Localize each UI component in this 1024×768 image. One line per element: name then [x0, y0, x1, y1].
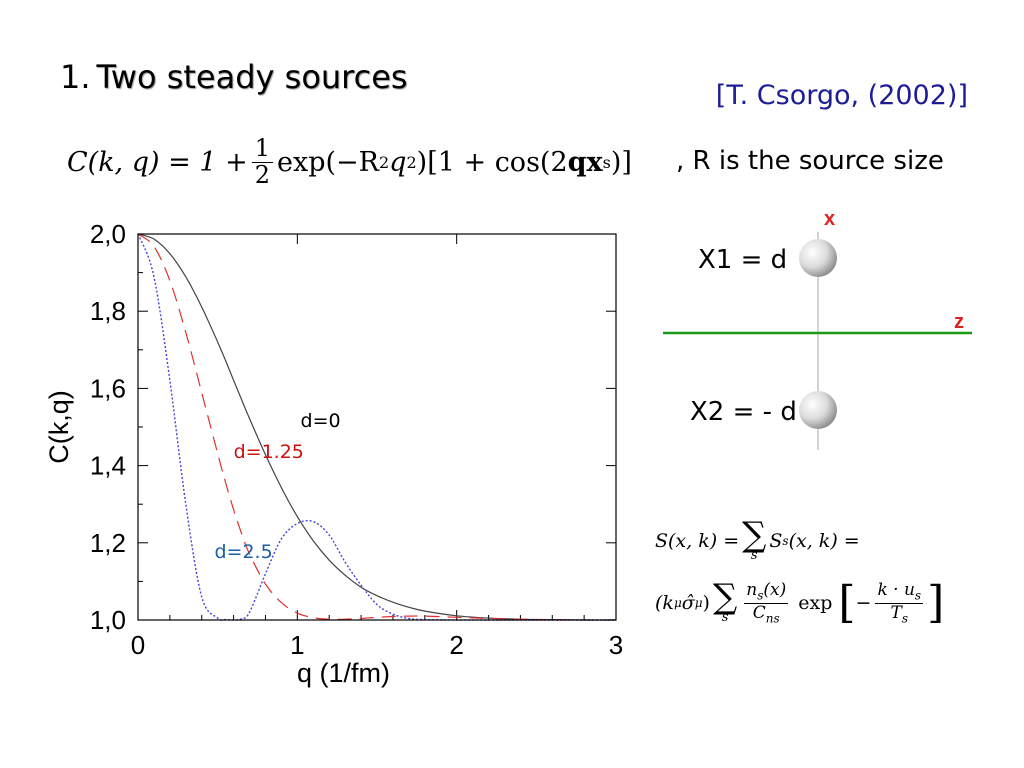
source-eq-sigma: σ̂: [681, 592, 695, 614]
correlation-formula: C(k, q) = 1 + 1 2 exp(−R 2 q 2)[1 + cos(2 q x…: [67, 126, 632, 198]
y-tick-label: 2,0: [90, 219, 126, 249]
x-axis-label: x: [824, 208, 835, 230]
formula-sq-2: 2: [406, 152, 417, 172]
x-axis-label: q (1/fm): [297, 658, 390, 688]
formula-exp: exp(−R: [277, 146, 379, 178]
source-eq-bracket-close: ]: [927, 577, 945, 628]
source-eq-lhs: S(x, k) =: [655, 530, 740, 552]
exp-frac-t: T: [890, 602, 902, 623]
y-tick-label: 1,4: [90, 451, 126, 481]
source-eq-line-2: (k μ σ̂ μ) ∑ s ns(x) Cns exp [ − k · us Ts …: [655, 572, 1000, 634]
citation: [T. Csorgo, (2002)]: [715, 80, 968, 111]
formula-sub-s: s: [602, 152, 611, 172]
z-axis-label: z: [954, 311, 964, 333]
source-2-label: X2 = - d: [690, 397, 797, 427]
slide-title-text: Two steady sources: [96, 58, 408, 96]
x-tick-label: 3: [609, 630, 623, 660]
formula-fraction: 1 2: [251, 136, 273, 189]
source-eq-minus: −: [855, 592, 872, 614]
source-eq-exp: exp: [798, 592, 833, 614]
formula-cos: )[1 + cos(2: [416, 146, 568, 178]
source-eq-close: ): [702, 592, 710, 614]
source-eq-mid: S: [769, 530, 783, 552]
y-tick-label: 1,0: [90, 605, 126, 635]
source-eq-sigma-sub: μ: [694, 596, 703, 610]
source-eq-rhs: (x, k) =: [788, 530, 860, 552]
source-eq-k: (k: [655, 592, 674, 614]
source-eq-exp-frac-num: k · us: [875, 579, 924, 604]
formula-bold-q: q: [567, 146, 587, 178]
source-2-sphere: [799, 391, 837, 429]
x-tick-label: 0: [131, 630, 145, 660]
source-eq-sum-1: ∑ s: [742, 514, 767, 564]
series-annotation: d=0: [301, 410, 341, 432]
exp-frac-ku-sub: s: [914, 588, 922, 603]
series-line-d-1-25: [137, 233, 617, 621]
source-eq-frac-den: Cns: [752, 602, 780, 626]
series-annotation: d=2.5: [214, 541, 272, 563]
source-1-sphere: [799, 239, 837, 277]
frac-c-sub: ns: [765, 610, 780, 625]
y-tick-label: 1,2: [90, 528, 126, 558]
x-tick-label: 2: [449, 630, 463, 660]
source-eq-mu: μ: [673, 596, 682, 610]
formula-comment: , R is the source size: [676, 146, 944, 176]
formula-bold-x: x: [586, 146, 603, 178]
source-eq-mid-sub: s: [782, 534, 789, 548]
formula-lhs: C(k, q) = 1 +: [67, 146, 248, 178]
frac-n: n: [746, 579, 758, 600]
slide-title: 1. Two steady sources: [60, 58, 408, 96]
formula-q: q: [389, 146, 407, 178]
source-eq-sum-2: ∑ s: [712, 576, 738, 626]
sum-sigma-1: ∑: [742, 514, 767, 555]
frac-n-tail: (x): [763, 579, 787, 600]
source-1-label: X1 = d: [698, 245, 787, 275]
sum-sub-1: s: [750, 548, 758, 564]
chart-labels: 0 1 2 3 1,0 1,2 1,4 1,6 1,8 2,0 q (1/fm) C(k,q) d=0 d…: [44, 219, 623, 688]
exp-frac-ku: k · u: [877, 579, 915, 600]
source-eq-exp-frac-den: Ts: [890, 602, 909, 626]
formula-frac-den: 2: [254, 160, 270, 189]
formula-end: )]: [610, 146, 632, 178]
plot-frame: [137, 233, 617, 621]
y-tick-label: 1,8: [90, 296, 126, 326]
source-eq-frac-num: ns(x): [744, 579, 789, 604]
source-eq-bracket-open: [: [838, 577, 856, 628]
exp-frac-t-sub: s: [901, 610, 909, 625]
frac-n-sub: s: [757, 588, 764, 603]
sum-sub-2: s: [721, 610, 729, 626]
formula-sq-1: 2: [378, 152, 390, 172]
source-eq-frac: ns(x) Cns: [744, 579, 789, 626]
series-annotation: d=1.25: [234, 441, 304, 463]
formula-frac-num: 1: [251, 136, 273, 163]
source-eq-exp-frac: k · us Ts: [875, 579, 924, 626]
y-axis-label: C(k,q): [44, 390, 74, 464]
sum-sigma-2: ∑: [712, 576, 738, 617]
y-tick-label: 1,6: [90, 373, 126, 403]
x-tick-label: 1: [290, 630, 304, 660]
slide-title-number: 1.: [60, 58, 91, 96]
frac-c: C: [752, 602, 766, 623]
